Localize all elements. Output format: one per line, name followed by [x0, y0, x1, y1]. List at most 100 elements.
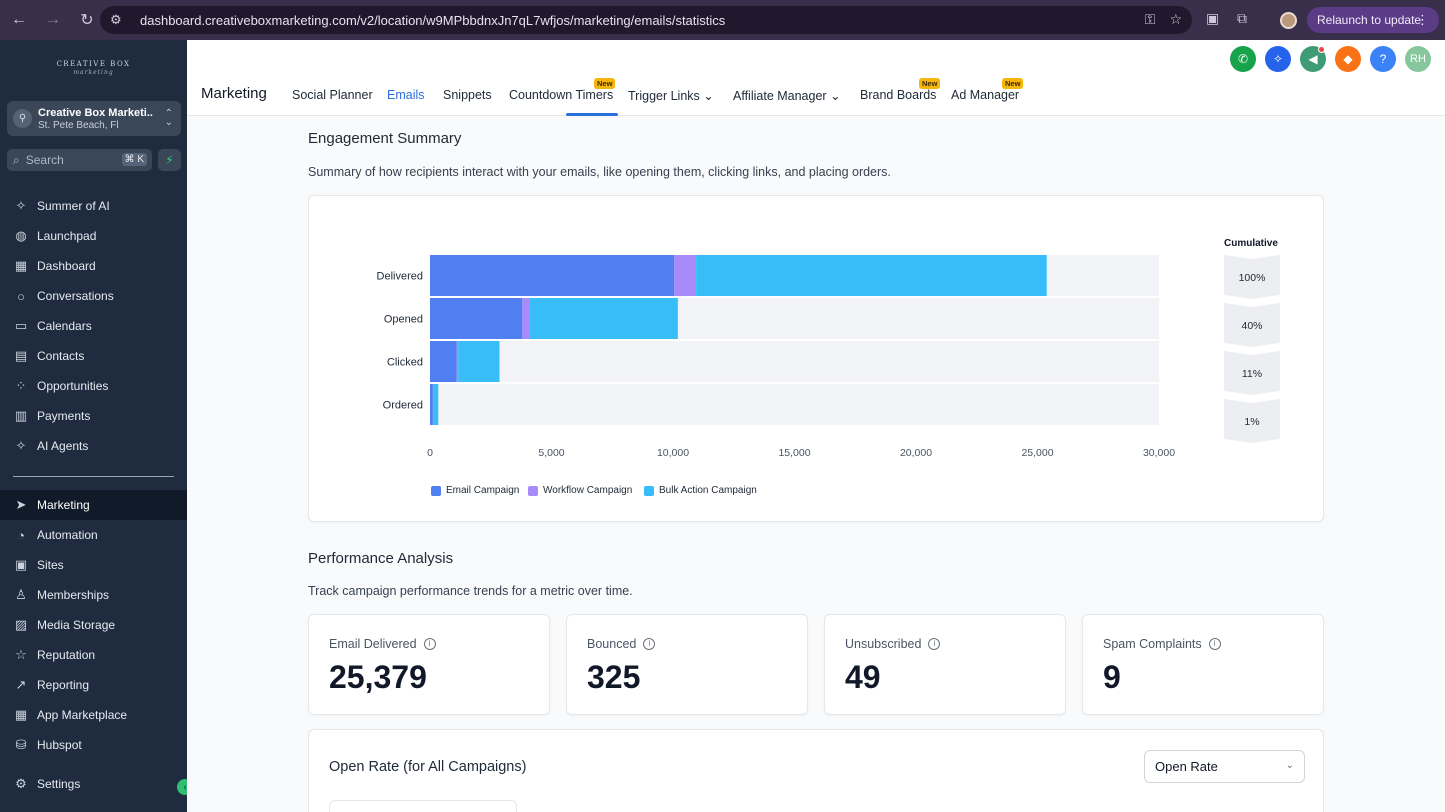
stat-card-spam-complaints: Spam Complaints i 9	[1082, 614, 1324, 715]
info-icon[interactable]: i	[1208, 638, 1221, 650]
sidebar-item-label: Opportunities	[37, 379, 109, 393]
trend-icon: ↗	[15, 677, 27, 692]
bar-segment[interactable]	[433, 384, 439, 425]
sidebar-item-ai-agents[interactable]: ✧ AI Agents	[0, 431, 187, 461]
tab-emails[interactable]: Emails	[387, 88, 425, 102]
chevron-updown-icon: ⌃ ⌄	[164, 108, 173, 128]
bar-segment[interactable]	[674, 255, 697, 296]
main-content: Engagement Summary Summary of how recipi…	[187, 117, 1445, 812]
legend-workflow-campaign[interactable]: Workflow Campaign	[528, 485, 632, 496]
info-icon[interactable]: i	[423, 638, 436, 650]
x-tick-label: 5,000	[538, 447, 564, 459]
sidebar-item-memberships[interactable]: ♙ Memberships	[0, 580, 187, 610]
info-icon[interactable]: i	[928, 638, 941, 650]
cumulative-title: Cumulative	[1224, 238, 1278, 249]
legend-bulk-action-campaign[interactable]: Bulk Action Campaign	[644, 485, 757, 496]
gear-icon: ⚙	[15, 776, 27, 791]
info-icon[interactable]: i	[643, 638, 656, 650]
bar-segment[interactable]	[430, 298, 523, 339]
forward-icon[interactable]: →	[45, 11, 61, 28]
phone-button[interactable]: ✆	[1230, 46, 1256, 72]
sidebar-item-opportunities[interactable]: ⁘ Opportunities	[0, 371, 187, 401]
database-icon: ⛁	[15, 737, 27, 752]
sidebar-item-automation[interactable]: ◔ Automation	[0, 520, 187, 550]
tab-snippets[interactable]: Snippets	[443, 88, 492, 102]
sidebar-item-marketing[interactable]: ➤ Marketing	[0, 490, 187, 520]
browser-profile-avatar[interactable]	[1280, 12, 1297, 29]
sidebar-item-sites[interactable]: ▣ Sites	[0, 550, 187, 580]
tab-countdown-timers[interactable]: Countdown Timers	[509, 88, 614, 102]
back-icon[interactable]: ←	[11, 11, 27, 28]
sidebar-item-label: Automation	[37, 528, 98, 542]
date-range-picker[interactable]	[329, 800, 517, 812]
x-tick-label: 10,000	[657, 447, 689, 459]
relaunch-button[interactable]: Relaunch to update ⋮	[1307, 7, 1439, 33]
sidebar-item-label: Payments	[37, 409, 91, 423]
tab-brand-boards[interactable]: Brand Boards	[860, 88, 937, 102]
bar-segment[interactable]	[458, 341, 500, 382]
bar-segment[interactable]	[522, 298, 530, 339]
tab-affiliate-manager[interactable]: Affiliate Manager ⌄	[733, 88, 841, 103]
sidebar-item-label: Settings	[37, 777, 81, 791]
chat-icon: ○	[17, 288, 25, 304]
url-text[interactable]: dashboard.creativeboxmarketing.com/v2/lo…	[140, 12, 726, 28]
help-button[interactable]: ?	[1370, 46, 1396, 72]
tab-ad-manager[interactable]: Ad Manager	[951, 88, 1020, 102]
new-badge: New	[1002, 78, 1024, 89]
top-header: Marketing Social Planner Emails Snippets…	[187, 40, 1445, 116]
tab-social-planner[interactable]: Social Planner	[292, 88, 373, 102]
site-settings-icon[interactable]: ⚙	[110, 12, 122, 27]
screenshot-icon[interactable]: ▣	[1206, 10, 1220, 26]
sidebar-item-hubspot[interactable]: ⛁ Hubspot	[0, 730, 187, 760]
sidebar-item-app-marketplace[interactable]: ▦ App Marketplace	[0, 700, 187, 730]
user-avatar[interactable]: RH	[1405, 46, 1431, 72]
automation-icon: ◔	[17, 527, 25, 543]
search-icon: ⌕	[13, 152, 20, 167]
stat-label: Bounced i	[587, 637, 656, 651]
sidebar-item-media-storage[interactable]: ▨ Media Storage	[0, 610, 187, 640]
bar-segment[interactable]	[430, 384, 433, 425]
sidebar-item-reporting[interactable]: ↗ Reporting	[0, 670, 187, 700]
ai-assistant-button[interactable]: ✧	[1265, 46, 1291, 72]
membership-icon: ♙	[15, 587, 27, 602]
sidebar-item-reputation[interactable]: ☆ Reputation	[0, 640, 187, 670]
quick-actions-button[interactable]: ⚡	[158, 149, 181, 171]
address-bar[interactable]: ⚙ dashboard.creativeboxmarketing.com/v2/…	[100, 6, 1192, 34]
sidebar-item-label: Reporting	[37, 678, 90, 692]
sidebar-item-contacts[interactable]: ▤ Contacts	[0, 341, 187, 371]
password-key-icon[interactable]: ⚿	[1144, 11, 1156, 27]
bar-segment[interactable]	[456, 341, 459, 382]
bar-segment[interactable]	[529, 298, 678, 339]
announcements-button[interactable]: ◀	[1300, 46, 1326, 72]
tab-trigger-links[interactable]: Trigger Links ⌄	[628, 88, 714, 103]
sidebar-item-calendars[interactable]: ▭ Calendars	[0, 311, 187, 341]
sidebar-item-conversations[interactable]: ○ Conversations	[0, 281, 187, 311]
category-label: Opened	[384, 314, 423, 326]
engagement-summary-description: Summary of how recipients interact with …	[308, 165, 891, 179]
reload-icon[interactable]: ↻	[80, 12, 94, 29]
extensions-icon[interactable]: ⧉	[1237, 10, 1247, 26]
sidebar-item-label: Media Storage	[37, 618, 116, 632]
account-switcher[interactable]: ⚲ Creative Box Marketi... St. Pete Beach…	[7, 101, 181, 136]
bar-segment[interactable]	[430, 255, 675, 296]
cumulative-box	[1224, 255, 1280, 299]
sidebar-item-settings[interactable]: ⚙ Settings	[0, 769, 187, 799]
chevron-left-icon: ‹	[183, 781, 187, 793]
sidebar-item-label: Sites	[37, 558, 64, 572]
legend-email-campaign[interactable]: Email Campaign	[431, 485, 519, 496]
search-input[interactable]: ⌕ Search ⌘ K	[7, 149, 152, 171]
cumulative-value: 11%	[1242, 368, 1262, 380]
cumulative-box	[1224, 399, 1280, 443]
engagement-chart-card: Delivered 100% Opened 40% Clicked 11% Ordered 1…	[308, 195, 1324, 522]
sidebar-item-dashboard[interactable]: ▦ Dashboard	[0, 251, 187, 281]
sidebar-item-summer-of-ai[interactable]: ✧ Summer of AI	[0, 191, 187, 221]
notifications-button[interactable]: ◆	[1335, 46, 1361, 72]
sidebar-item-payments[interactable]: ▥ Payments	[0, 401, 187, 431]
x-tick-label: 20,000	[900, 447, 932, 459]
metric-select[interactable]: Open Rate ⌄	[1144, 750, 1305, 783]
sidebar-item-launchpad[interactable]: ◍ Launchpad	[0, 221, 187, 251]
stat-value: 9	[1103, 659, 1121, 695]
bar-segment[interactable]	[696, 255, 1047, 296]
bar-segment[interactable]	[430, 341, 457, 382]
bookmark-star-icon[interactable]: ☆	[1169, 11, 1182, 27]
